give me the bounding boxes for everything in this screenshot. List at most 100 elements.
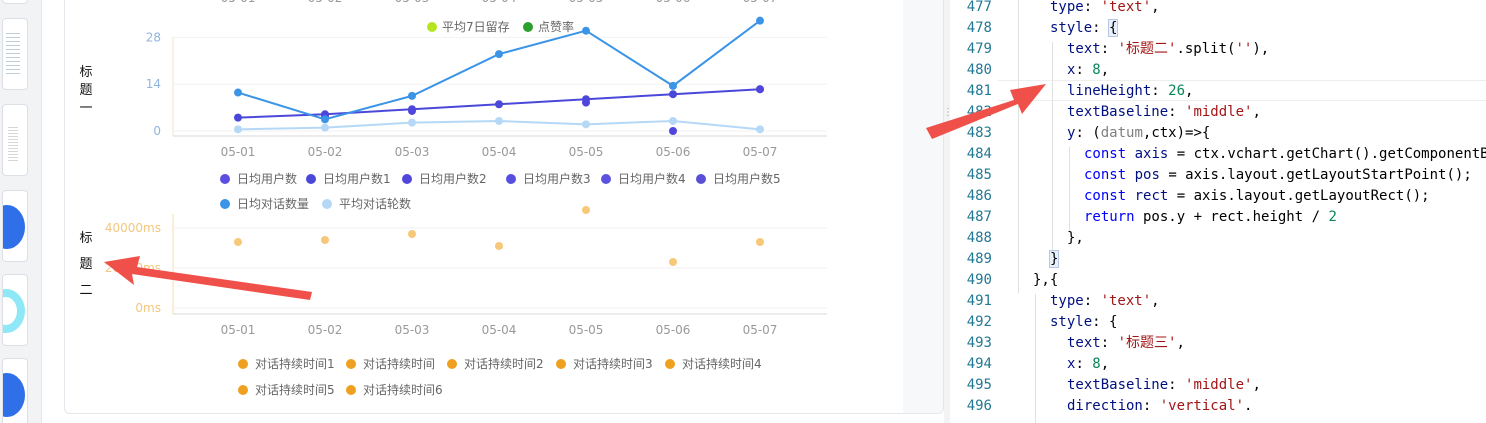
legend-marker bbox=[506, 174, 516, 184]
legend-marker bbox=[523, 22, 533, 32]
code-line[interactable]: },{ bbox=[1033, 272, 1059, 288]
legend-marker bbox=[556, 359, 566, 369]
chart2-title-char: 标 bbox=[79, 231, 92, 246]
thumbnail-item[interactable] bbox=[2, 104, 28, 176]
line-number: 495 bbox=[966, 377, 992, 393]
top-axis-tick-label: 05-05 bbox=[569, 0, 604, 5]
line-number: 487 bbox=[966, 209, 992, 225]
chart1-title-char: 题 bbox=[79, 83, 92, 98]
thumbnail-strip bbox=[0, 0, 42, 423]
chart1-y-tick-label: 28 bbox=[146, 30, 161, 44]
chart1-data-point bbox=[408, 118, 416, 127]
legend-label: 对话持续时间 bbox=[363, 356, 435, 371]
legend-marker bbox=[322, 199, 332, 209]
code-line[interactable]: style: { bbox=[1050, 19, 1119, 37]
chart1-data-point bbox=[234, 88, 242, 97]
code-line[interactable]: x: 8, bbox=[1067, 62, 1110, 78]
legend-marker bbox=[402, 174, 412, 184]
chart1-data-point bbox=[495, 100, 503, 109]
code-line[interactable]: direction: 'vertical'. bbox=[1067, 398, 1253, 414]
chart1-y-tick-label: 0 bbox=[153, 124, 161, 138]
code-line[interactable]: lineHeight: 26, bbox=[1067, 83, 1194, 99]
code-line[interactable]: style: { bbox=[1050, 314, 1118, 330]
chart2-data-point bbox=[756, 238, 764, 246]
line-number: 482 bbox=[966, 104, 992, 120]
chart1-data-point bbox=[582, 26, 590, 35]
chart1-data-point bbox=[495, 116, 503, 125]
chart1-data-point bbox=[669, 116, 677, 125]
current-line-highlight bbox=[998, 80, 1486, 101]
pane-splitter[interactable] bbox=[944, 0, 950, 423]
line-number: 488 bbox=[966, 230, 992, 246]
chart1-data-point bbox=[495, 50, 503, 59]
legend-marker bbox=[238, 359, 248, 369]
chart2-x-tick-label: 05-03 bbox=[395, 323, 430, 337]
line-number: 490 bbox=[966, 272, 992, 288]
chart2-data-point bbox=[408, 230, 416, 238]
legend-label: 对话持续时间5 bbox=[255, 382, 335, 397]
chart2-y-tick-label: 40000ms bbox=[105, 221, 161, 235]
preview-side-shade bbox=[903, 0, 943, 413]
code-line[interactable]: text: '标题三', bbox=[1067, 335, 1185, 351]
legend-marker bbox=[665, 359, 675, 369]
code-line[interactable]: type: 'text', bbox=[1050, 0, 1160, 15]
legend-label: 平均7日留存 bbox=[442, 20, 510, 34]
chart1-x-tick-label: 05-02 bbox=[308, 145, 343, 159]
chart2-y-tick-label: 0ms bbox=[135, 301, 161, 315]
legend-marker bbox=[220, 199, 230, 209]
chart1-data-point bbox=[582, 120, 590, 129]
chart1-data-point bbox=[408, 91, 416, 100]
indent-guide bbox=[1035, 294, 1036, 423]
legend-label: 日均用户数 bbox=[237, 171, 297, 186]
legend-marker bbox=[346, 385, 356, 395]
chart1-data-point bbox=[582, 98, 590, 107]
thumbnail-item[interactable] bbox=[2, 190, 28, 262]
top-axis-tick-label: 05-07 bbox=[743, 0, 778, 5]
line-number: 480 bbox=[966, 62, 992, 78]
legend-label: 对话持续时间6 bbox=[363, 382, 443, 397]
chart2-data-point bbox=[669, 258, 677, 266]
code-line[interactable]: }, bbox=[1067, 230, 1084, 246]
code-line[interactable]: y: (datum,ctx)=>{ bbox=[1067, 125, 1211, 141]
thumbnail-item[interactable] bbox=[2, 274, 28, 346]
chart-preview-panel: 05-01 05-02 05-03 05-04 05-05 05-06 05-07 平均7日留… bbox=[64, 0, 944, 414]
thumbnail-item[interactable] bbox=[2, 0, 28, 4]
chart1-x-tick-label: 05-03 bbox=[395, 145, 430, 159]
code-line[interactable]: return pos.y + rect.height / 2 bbox=[1084, 209, 1337, 225]
chart2-data-point bbox=[321, 236, 329, 244]
code-line[interactable]: const axis = ctx.vchart.getChart().getCo… bbox=[1084, 146, 1486, 162]
code-line[interactable]: type: 'text', bbox=[1050, 293, 1160, 309]
code-line[interactable]: x: 8, bbox=[1067, 356, 1110, 372]
chart1-data-point bbox=[234, 113, 242, 122]
thumbnail-item[interactable] bbox=[2, 358, 28, 423]
code-line[interactable]: } bbox=[1048, 250, 1060, 268]
chart1-data-point bbox=[756, 16, 764, 25]
legend-label: 对话持续时间1 bbox=[255, 356, 335, 371]
indent-guide bbox=[1052, 42, 1053, 252]
code-editor[interactable]: 477 type: 'text', 478 style: { 479 text: '标题二… bbox=[950, 0, 1486, 423]
code-line[interactable]: const pos = axis.layout.getLayoutStartPo… bbox=[1084, 167, 1472, 183]
code-line[interactable]: textBaseline: 'middle', bbox=[1067, 377, 1261, 393]
chart2-x-tick-label: 05-05 bbox=[569, 323, 604, 337]
chart1-y-tick-label: 14 bbox=[146, 77, 161, 91]
chart1-data-point bbox=[321, 123, 329, 132]
chart1-data-point bbox=[669, 90, 677, 99]
line-number: 481 bbox=[966, 83, 992, 99]
top-axis-tick-label: 05-03 bbox=[395, 0, 430, 5]
code-line[interactable]: text: '标题二'.split(''), bbox=[1067, 41, 1270, 57]
legend-marker bbox=[238, 385, 248, 395]
chart1-data-point bbox=[669, 127, 677, 135]
chart2-data-point bbox=[495, 242, 503, 250]
line-number: 478 bbox=[966, 20, 992, 36]
line-number: 477 bbox=[966, 0, 992, 15]
chart1-x-tick-label: 05-07 bbox=[743, 145, 778, 159]
code-line[interactable]: const rect = axis.layout.getLayoutRect()… bbox=[1084, 188, 1430, 204]
top-axis-tick-label: 05-01 bbox=[221, 0, 256, 5]
chart1-data-point bbox=[669, 81, 677, 90]
line-number: 479 bbox=[966, 41, 992, 57]
line-number: 492 bbox=[966, 314, 992, 330]
thumbnail-item[interactable] bbox=[2, 18, 28, 90]
legend-label: 日均用户数3 bbox=[523, 171, 591, 186]
code-line[interactable]: textBaseline: 'middle', bbox=[1067, 104, 1261, 120]
